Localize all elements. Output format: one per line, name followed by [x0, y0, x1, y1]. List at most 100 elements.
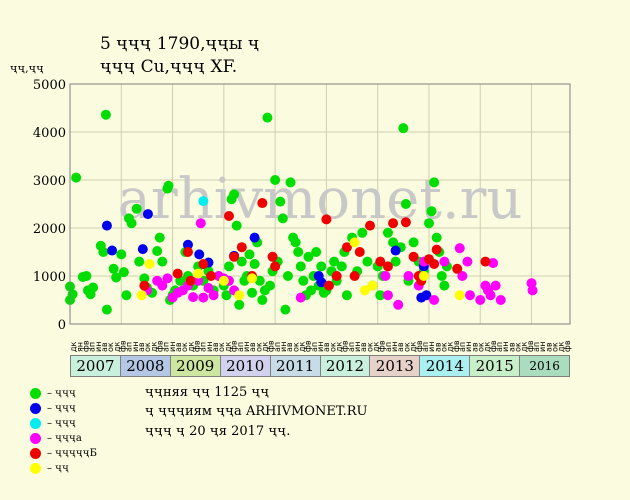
legend-label: – ҷҷҷ	[47, 418, 76, 429]
data-point-series-3	[380, 271, 391, 281]
data-point-series-3	[198, 292, 209, 303]
year-label: 2012	[320, 355, 371, 377]
data-point-series-4	[365, 220, 375, 231]
y-tick-label: 5000	[33, 78, 66, 93]
data-point-series-3	[454, 243, 465, 254]
x-tick-label: фв	[341, 340, 350, 352]
data-point-series-0	[390, 256, 401, 267]
data-point-series-3	[382, 290, 393, 301]
data-point-series-0	[139, 273, 150, 284]
year-label: 2015	[470, 355, 521, 377]
data-point-series-5	[359, 285, 370, 296]
data-point-series-0	[329, 256, 340, 267]
data-point-series-0	[290, 237, 301, 248]
data-point-series-5	[144, 259, 155, 269]
x-tick-label: ок	[476, 342, 485, 352]
data-point-series-3	[457, 271, 468, 281]
data-point-series-5	[367, 280, 378, 291]
data-point-series-0	[236, 256, 247, 267]
x-tick-label: ин	[242, 342, 251, 352]
data-point-series-4	[331, 271, 342, 281]
x-tick-label: ин	[538, 342, 547, 352]
data-point-series-3	[157, 280, 168, 291]
x-tick-label: ап	[199, 342, 208, 352]
data-point-series-0	[316, 261, 327, 272]
data-point-series-4	[400, 217, 411, 228]
data-point-series-0	[439, 280, 450, 291]
legend-marker	[30, 448, 41, 459]
data-point-series-0	[362, 256, 373, 267]
data-point-series-0	[400, 199, 411, 209]
data-point-series-0	[126, 218, 137, 229]
legend-item: – ҷҷ	[30, 461, 97, 476]
x-tick-label: ок	[291, 342, 300, 352]
data-point-series-3	[485, 290, 496, 301]
x-tick-label: дк	[409, 341, 418, 352]
legend-label: – ҷҷҷҷҷБ	[47, 448, 98, 459]
x-tick-label: ав	[285, 342, 294, 352]
data-point-series-0	[277, 213, 288, 224]
x-tick-label: ап	[236, 342, 245, 352]
data-point-series-5	[136, 290, 147, 301]
x-tick-label: дк	[69, 341, 78, 352]
x-tick-label: ок	[143, 342, 152, 352]
data-point-series-4	[323, 280, 334, 291]
data-point-series-3	[488, 258, 499, 269]
x-tick-label: ин	[168, 342, 177, 352]
legend-marker	[30, 418, 41, 429]
x-tick-label: дк	[297, 341, 306, 352]
x-tick-label: ав	[396, 342, 405, 352]
legend-marker	[30, 388, 41, 399]
x-tick-label: ин	[501, 342, 510, 352]
x-tick-label: ок	[439, 342, 448, 352]
plot-frame	[69, 83, 571, 325]
chart-title-line1: 5 ҷҷҷ 1790,ҷҷы ҷ	[100, 34, 260, 54]
data-point-series-0	[265, 280, 275, 291]
legend-label: – ҷҷҷ	[47, 403, 76, 414]
x-tick-label: ок	[254, 342, 263, 352]
data-point-series-0	[247, 287, 258, 298]
data-point-series-4	[321, 214, 332, 225]
x-tick-label: ок	[328, 342, 337, 352]
x-tick-label: дк	[149, 341, 158, 352]
x-tick-label: дк	[335, 341, 344, 352]
x-tick-label: дк	[112, 341, 121, 352]
legend-item: – ҷҷҷҷҷБ	[30, 446, 97, 461]
data-point-series-3	[439, 256, 450, 267]
data-point-series-0	[257, 295, 268, 305]
data-point-series-0	[270, 175, 281, 185]
data-point-series-3	[162, 273, 173, 284]
x-tick-label: ок	[217, 342, 226, 352]
data-point-series-0	[88, 282, 99, 293]
data-point-series-1	[249, 232, 260, 243]
data-point-series-5	[234, 290, 245, 301]
data-point-series-5	[349, 237, 360, 248]
legend-label: – ҷҷҷа	[47, 433, 82, 444]
data-point-series-0	[275, 196, 286, 207]
data-point-series-0	[116, 249, 127, 260]
x-tick-label: ин	[205, 342, 214, 352]
data-point-series-0	[295, 261, 306, 272]
data-point-series-4	[480, 256, 491, 267]
legend-label: – ҷҷ	[47, 463, 69, 474]
data-point-series-1	[390, 245, 401, 256]
data-point-series-1	[101, 220, 112, 231]
data-point-series-0	[152, 246, 163, 257]
data-point-series-0	[234, 299, 245, 310]
x-tick-label: фв	[452, 340, 461, 352]
y-tick-label: 3000	[33, 174, 66, 189]
data-point-series-0	[382, 227, 393, 238]
data-point-series-0	[118, 267, 129, 278]
data-point-series-0	[408, 237, 419, 248]
data-point-series-0	[67, 289, 78, 300]
year-label: 2016	[520, 355, 571, 377]
x-tick-label: ап	[162, 342, 171, 352]
x-tick-label: фв	[489, 340, 498, 352]
data-point-series-3	[295, 292, 306, 303]
data-point-series-0	[163, 180, 174, 191]
data-point-series-1	[182, 239, 193, 250]
x-tick-label: ин	[279, 342, 288, 352]
year-band: 2007 2008 2009 2010 2011 2012 2013 2014 2015 2016	[70, 355, 571, 377]
x-tick-label: ап	[384, 342, 393, 352]
x-tick-label: ин	[390, 342, 399, 352]
